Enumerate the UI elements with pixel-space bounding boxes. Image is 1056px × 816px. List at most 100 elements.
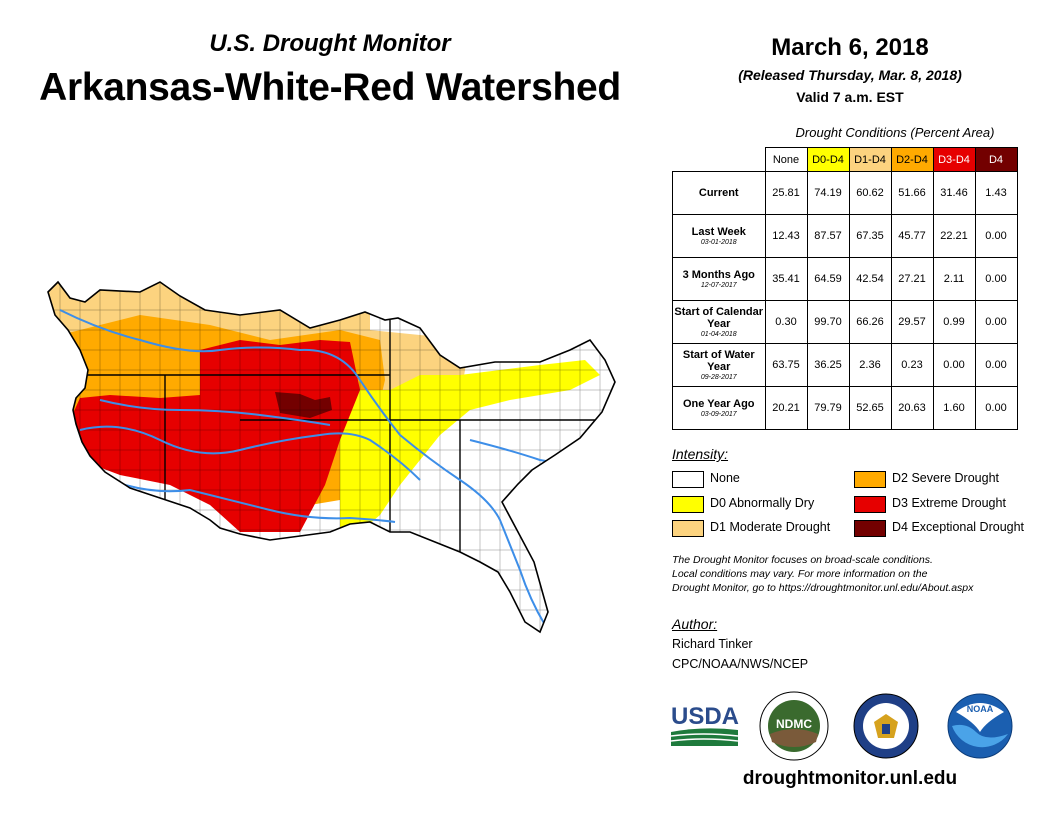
- row-label: Start of Calendar Year 01-04-2018: [672, 300, 766, 344]
- cell-value: 12.43: [764, 214, 808, 258]
- row-label-text: One Year Ago: [682, 397, 755, 410]
- drought-map: [47, 280, 616, 634]
- legend-label: D1 Moderate Drought: [710, 520, 831, 534]
- row-label-text: 3 Months Ago: [682, 268, 755, 281]
- cell-value: 0.00: [974, 214, 1018, 258]
- legend-swatch: [854, 520, 886, 537]
- cell-value: 0.23: [890, 343, 934, 387]
- legend-label: D2 Severe Drought: [892, 471, 1000, 485]
- author-org: CPC/NOAA/NWS/NCEP: [672, 657, 809, 671]
- legend-label: D0 Abnormally Dry: [710, 496, 815, 510]
- legend-title: Intensity:: [672, 446, 729, 462]
- row-label: One Year Ago 03-09-2017: [672, 386, 766, 430]
- col-d2-d4: D2-D4: [890, 147, 934, 172]
- website-link[interactable]: droughtmonitor.unl.edu: [742, 768, 958, 789]
- cell-value: 36.25: [806, 343, 850, 387]
- disclaimer-line: Local conditions may vary. For more info…: [672, 568, 928, 580]
- drought-stats-table: None D0-D4 D1-D4 D2-D4 D3-D4 D4 Current …: [672, 147, 1018, 430]
- cell-value: 0.99: [932, 300, 976, 344]
- col-d4: D4: [974, 147, 1018, 172]
- table-header-row: None D0-D4 D1-D4 D2-D4 D3-D4 D4: [673, 147, 1018, 172]
- cell-value: 0.00: [974, 257, 1018, 301]
- table-row: Start of Calendar Year 01-04-2018 0.30 99…: [672, 300, 1018, 344]
- row-date: 03-09-2017: [700, 410, 737, 418]
- ndmc-logo-text: NDMC: [776, 717, 812, 731]
- author-name: Richard Tinker: [672, 637, 753, 651]
- noaa-logo: NOAA: [947, 693, 1013, 759]
- cell-value: 1.43: [974, 171, 1018, 215]
- row-label: Start of Water Year 09-28-2017: [672, 343, 766, 387]
- cell-value: 0.00: [974, 386, 1018, 430]
- legend-swatch: [854, 496, 886, 513]
- cell-value: 0.00: [932, 343, 976, 387]
- cell-value: 42.54: [848, 257, 892, 301]
- table-row: 3 Months Ago 12-07-2017 35.41 64.59 42.54…: [672, 257, 1018, 301]
- cell-value: 51.66: [890, 171, 934, 215]
- row-date: 01-04-2018: [700, 330, 737, 338]
- usda-logo: USDA: [670, 703, 739, 746]
- cell-value: 63.75: [764, 343, 808, 387]
- release-date: (Released Thursday, Mar. 8, 2018): [738, 67, 962, 83]
- d4-region: [275, 392, 332, 418]
- table-caption: Drought Conditions (Percent Area): [795, 125, 995, 140]
- valid-time: Valid 7 a.m. EST: [796, 89, 904, 105]
- row-label-text: Last Week: [691, 225, 746, 238]
- legend-swatch: [854, 471, 886, 488]
- disclaimer-line: The Drought Monitor focuses on broad-sca…: [672, 554, 933, 566]
- cell-value: 87.57: [806, 214, 850, 258]
- cell-value: 27.21: [890, 257, 934, 301]
- legend-swatch: [672, 471, 704, 488]
- ndmc-logo: NDMC: [759, 691, 829, 761]
- cell-value: 74.19: [806, 171, 850, 215]
- d3-region: [70, 340, 360, 532]
- row-label: 3 Months Ago 12-07-2017: [672, 257, 766, 301]
- row-label-text: Current: [698, 187, 739, 199]
- disclaimer: The Drought Monitor focuses on broad-sca…: [672, 553, 1042, 595]
- cell-value: 66.26: [848, 300, 892, 344]
- table-row: Start of Water Year 09-28-2017 63.75 36.2…: [672, 343, 1018, 387]
- cell-value: 0.00: [974, 343, 1018, 387]
- canadian-river: [79, 425, 421, 481]
- usda-logo-text: USDA: [671, 703, 739, 730]
- map-subtitle: U.S. Drought Monitor: [209, 30, 451, 57]
- cell-value: 64.59: [806, 257, 850, 301]
- cell-value: 35.41: [764, 257, 808, 301]
- cell-value: 22.21: [932, 214, 976, 258]
- row-date: 03-01-2018: [700, 238, 737, 246]
- cell-value: 2.11: [932, 257, 976, 301]
- legend-label: None: [710, 471, 740, 485]
- table-row: One Year Ago 03-09-2017 20.21 79.79 52.65…: [672, 386, 1018, 430]
- cell-value: 52.65: [848, 386, 892, 430]
- cell-value: 0.30: [764, 300, 808, 344]
- col-d1-d4: D1-D4: [848, 147, 892, 172]
- col-none: None: [764, 147, 808, 172]
- commerce-seal: [853, 693, 919, 759]
- cell-value: 20.63: [890, 386, 934, 430]
- map-date: March 6, 2018: [771, 34, 929, 61]
- cell-value: 20.21: [764, 386, 808, 430]
- legend-label: D3 Extreme Drought: [892, 496, 1006, 510]
- cell-value: 29.57: [890, 300, 934, 344]
- legend-swatch: [672, 520, 704, 537]
- cell-value: 2.36: [848, 343, 892, 387]
- noaa-logo-text: NOAA: [967, 704, 994, 714]
- row-label-text: Start of Water Year: [682, 348, 755, 373]
- cimarron-river: [99, 399, 331, 426]
- cell-value: 99.70: [806, 300, 850, 344]
- author-heading: Author:: [672, 616, 718, 632]
- legend-label: D4 Exceptional Drought: [892, 520, 1025, 534]
- legend-swatch: [672, 496, 704, 513]
- arkansas-river: [59, 309, 546, 626]
- table-row: Last Week 03-01-2018 12.43 87.57 67.35 45…: [672, 214, 1018, 258]
- cell-value: 0.00: [974, 300, 1018, 344]
- col-d3-d4: D3-D4: [932, 147, 976, 172]
- row-date: 09-28-2017: [700, 373, 737, 381]
- cell-value: 45.77: [890, 214, 934, 258]
- cell-value: 1.60: [932, 386, 976, 430]
- cell-value: 25.81: [764, 171, 808, 215]
- cell-value: 79.79: [806, 386, 850, 430]
- red-river: [109, 479, 396, 523]
- row-date: 12-07-2017: [700, 281, 737, 289]
- cell-value: 60.62: [848, 171, 892, 215]
- cell-value: 67.35: [848, 214, 892, 258]
